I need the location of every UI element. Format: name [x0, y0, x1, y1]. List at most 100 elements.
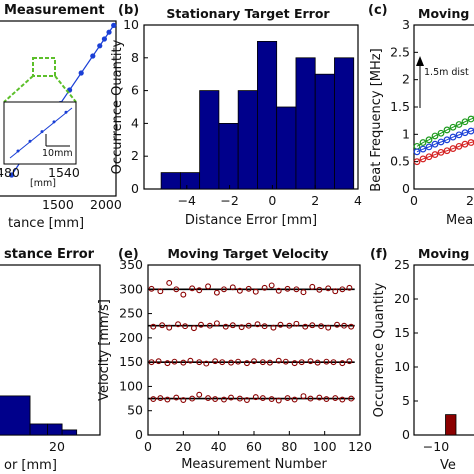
data-point	[293, 320, 300, 327]
data-point	[266, 359, 273, 366]
data-point	[419, 139, 427, 146]
panel-c-y-ticks: 0 0.5 1 1.5 2 2.5 3	[390, 17, 418, 196]
panel-e-y-label: Velocity [mm/s]	[97, 299, 112, 401]
panel-f-frame	[413, 264, 474, 436]
y-tick-label: 1.5	[390, 99, 410, 114]
data-point	[205, 283, 212, 290]
data-point	[461, 118, 469, 126]
data-point	[229, 284, 236, 291]
x-tick-label: 40	[211, 439, 227, 454]
data-point	[318, 323, 325, 330]
data-point	[437, 148, 445, 156]
x-tick-label: 0	[268, 193, 276, 208]
inset-x-tick-1: 480	[0, 165, 20, 180]
data-point	[341, 322, 348, 329]
data-point	[150, 396, 157, 403]
data-point	[101, 36, 107, 42]
y-tick-label: 2.5	[390, 44, 410, 59]
panel-d-bars	[0, 395, 78, 436]
data-point	[275, 397, 282, 404]
data-point	[334, 321, 340, 328]
data-point	[155, 358, 162, 365]
panel-f-x-tick-neg10: −10	[423, 439, 449, 454]
x-tick-label: 120	[348, 439, 372, 454]
data-point	[425, 153, 433, 161]
y-tick-label: 10	[394, 359, 410, 374]
y-tick-label: 5	[402, 393, 410, 408]
data-point	[323, 358, 330, 365]
data-point	[325, 285, 332, 292]
x-tick-label: 2	[311, 193, 319, 208]
x-tick-label: 80	[281, 439, 297, 454]
x-tick-label: 20	[466, 193, 474, 208]
x-tick-label: 0	[410, 193, 418, 208]
panel-f-x-label: Ve	[440, 458, 456, 473]
y-tick-label: 6	[131, 83, 139, 98]
y-tick-label: 200	[119, 330, 143, 345]
histogram-bar	[237, 90, 258, 190]
data-point	[180, 397, 187, 403]
x-tick-label: 60	[246, 439, 262, 454]
data-point	[431, 140, 439, 148]
data-point	[252, 394, 259, 401]
data-point	[449, 123, 457, 131]
zoom-connector-left	[3, 75, 34, 103]
data-point	[212, 358, 219, 365]
panel-e-data	[148, 280, 355, 404]
data-point	[461, 140, 469, 148]
data-point	[268, 396, 275, 403]
data-point	[222, 323, 229, 330]
panel-c-frame	[413, 24, 474, 190]
inset-data	[16, 110, 68, 153]
data-point	[259, 395, 266, 402]
panel-e-label: (e)	[118, 247, 139, 262]
panel-a-x-tick-1500: 1500	[42, 197, 74, 212]
data-point	[325, 324, 332, 331]
data-point	[164, 396, 171, 403]
data-point	[221, 396, 227, 403]
panel-f-bars	[445, 414, 457, 436]
y-tick-label: 100	[119, 378, 143, 393]
histogram-bar	[314, 73, 335, 190]
data-point	[449, 145, 457, 152]
zoom-connector-right	[54, 75, 77, 103]
data-point	[461, 129, 469, 137]
data-point	[189, 395, 196, 402]
panel-f-y-label: Occurrence Quantity	[372, 282, 387, 417]
y-tick-label: 250	[119, 306, 143, 321]
data-point	[302, 323, 309, 330]
y-tick-label: 150	[119, 354, 143, 369]
data-point	[275, 287, 282, 294]
data-point	[254, 321, 261, 328]
data-point	[293, 286, 300, 293]
data-point	[228, 359, 234, 366]
panel-a-inset: 10mm 480 1540 [mm]	[0, 101, 80, 189]
data-point	[431, 151, 439, 158]
panel-f: (f) Moving 0 5 10 15 20 25 −10 Ve Occurrence …	[370, 246, 474, 473]
series-line	[416, 129, 474, 153]
data-point	[413, 148, 421, 156]
data-point	[286, 322, 293, 329]
panel-c: (c) Moving 1.5m dist 0 0.5 1 1.5 2 2.5 3 0 20 M…	[368, 3, 474, 228]
y-tick-label: 20	[394, 291, 410, 306]
panel-f-title: Moving	[418, 246, 469, 261]
y-tick-label: 0	[131, 181, 139, 196]
inset-x-label: [mm]	[30, 178, 56, 189]
data-point	[443, 136, 451, 144]
panel-c-x-label: Mea	[446, 213, 473, 228]
data-point	[300, 289, 307, 296]
data-point	[309, 283, 316, 290]
data-point	[166, 324, 173, 331]
scale-bar-label: 10mm	[42, 148, 73, 159]
data-point	[437, 138, 445, 146]
data-point	[187, 357, 194, 364]
data-point	[270, 324, 277, 331]
data-point	[236, 395, 243, 402]
data-point	[455, 121, 463, 128]
data-point	[282, 358, 289, 365]
panel-d-x-label: or [mm]	[4, 458, 57, 473]
y-tick-label: 1	[402, 126, 410, 141]
y-tick-label: 2	[131, 148, 139, 163]
histogram-bar	[257, 41, 278, 190]
data-point	[245, 285, 252, 292]
